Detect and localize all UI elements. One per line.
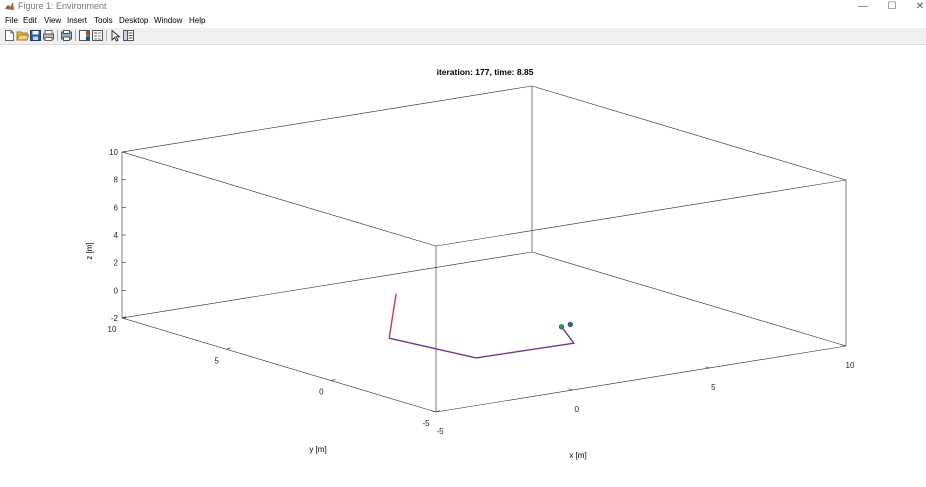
menu-edit[interactable]: Edit <box>23 16 37 25</box>
menu-tools[interactable]: Tools <box>94 16 113 25</box>
z-tick-label: 4 <box>114 231 119 240</box>
x-tick-mark <box>568 388 573 391</box>
axes-box-edge <box>531 251 847 347</box>
print-preview-icon[interactable] <box>60 29 73 42</box>
menu-insert[interactable]: Insert <box>67 16 88 25</box>
trajectory-line <box>389 326 575 359</box>
z-tick-label: 6 <box>114 203 119 212</box>
drone-marker <box>567 321 573 328</box>
y-tick-label: 5 <box>214 356 219 365</box>
x-tick-mark <box>431 410 437 413</box>
figure-canvas[interactable]: iteration: 177, time: 8.85 -5 0 5 10 -5 0 5 10-… <box>0 45 926 487</box>
plot-3d-axes[interactable]: iteration: 177, time: 8.85 -50510-50510-… <box>0 45 926 487</box>
menu-bar: File Edit View Insert Tools Desktop Wind… <box>0 14 926 28</box>
menu-window[interactable]: Window <box>154 16 183 25</box>
axes-box-edge <box>121 85 533 153</box>
x-tick-label: -5 <box>436 427 444 436</box>
x-tick-label: 10 <box>846 361 855 370</box>
figure-toolbar <box>0 28 926 45</box>
print-icon[interactable] <box>42 29 55 42</box>
y-tick-mark <box>331 378 336 381</box>
axes-box-edge <box>435 345 847 413</box>
y-axis-label: y [m] <box>309 445 326 454</box>
axes-box-edge <box>121 151 437 247</box>
z-tick-label: -2 <box>111 314 119 323</box>
trajectory-series <box>388 293 575 359</box>
z-axis-label: z [m] <box>85 242 94 259</box>
menu-view[interactable]: View <box>44 16 62 25</box>
x-tick-mark <box>841 344 847 347</box>
new-figure-icon[interactable] <box>3 29 16 42</box>
axes-box <box>121 85 847 413</box>
y-tick-label: 10 <box>108 325 117 334</box>
toggle-colorbar-icon[interactable] <box>78 29 91 42</box>
z-tick-label: 0 <box>114 286 119 295</box>
x-tick-mark <box>705 366 710 369</box>
save-icon[interactable] <box>29 29 42 42</box>
figure-background <box>0 45 926 487</box>
menu-file[interactable]: File <box>5 16 18 25</box>
z-tick-label: 8 <box>114 176 119 185</box>
maximize-button[interactable]: ☐ <box>887 1 897 12</box>
y-tick-label: 0 <box>319 388 324 397</box>
x-tick-label: 0 <box>574 405 579 414</box>
close-button[interactable]: ✕ <box>915 1 925 12</box>
toolbar-separator <box>106 30 107 41</box>
z-tick-label: 10 <box>109 148 118 157</box>
y-tick-label: -5 <box>422 419 430 428</box>
insert-legend-icon[interactable] <box>91 29 104 42</box>
axis-ticks: -5 0 5 10 -5 0 5 10 -2 0 2 4 6 8 10 <box>108 148 855 436</box>
matlab-logo-icon <box>5 2 14 10</box>
y-tick-mark <box>435 410 441 413</box>
property-inspector-icon[interactable] <box>122 29 135 42</box>
toolbar-separator <box>57 30 58 41</box>
title-bar: Figure 1: Environment — ☐ ✕ <box>0 0 926 14</box>
axes-box-edge <box>435 179 847 247</box>
axes-box-edge <box>121 251 533 319</box>
menu-help[interactable]: Help <box>189 16 206 25</box>
drone-marker <box>558 324 565 330</box>
open-file-icon[interactable] <box>16 29 29 42</box>
menu-desktop[interactable]: Desktop <box>119 16 149 25</box>
x-axis-label: x [m] <box>569 451 586 460</box>
plot-title: iteration: 177, time: 8.85 <box>437 67 534 77</box>
minimize-button[interactable]: — <box>858 1 868 12</box>
axes-box-edge <box>531 85 847 181</box>
y-tick-mark <box>226 347 231 350</box>
x-tick-label: 5 <box>711 383 716 392</box>
window-title: Figure 1: Environment <box>18 1 107 11</box>
edit-plot-arrow-icon[interactable] <box>109 29 122 42</box>
z-tick-label: 2 <box>114 259 119 268</box>
axes-box-edge <box>121 317 437 413</box>
toolbar-separator <box>75 30 76 41</box>
